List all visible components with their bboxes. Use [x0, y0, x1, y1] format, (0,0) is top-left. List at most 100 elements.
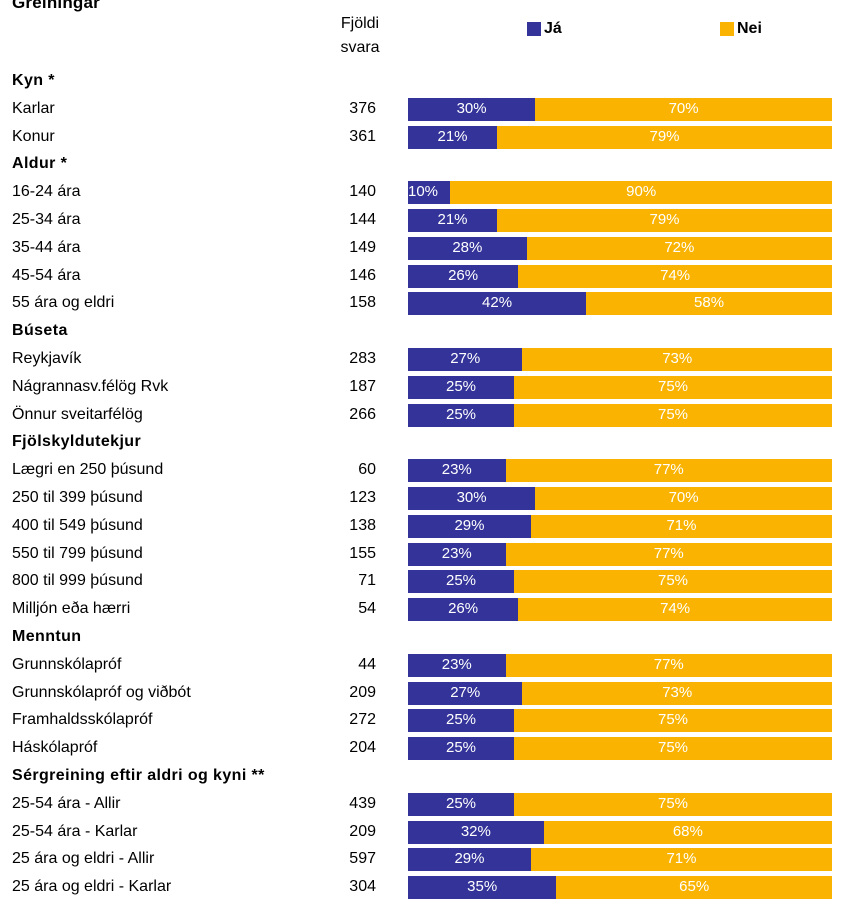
count-header-line-1: Fjöldi: [340, 15, 380, 32]
data-label-ja: 25%: [445, 572, 477, 590]
category-row: Önnur sveitarfélög 266 25% 75%: [0, 401, 864, 429]
data-label-nei: 79%: [649, 127, 680, 145]
response-count: 204: [349, 739, 376, 757]
category-row: Grunnskólapróf 44 23% 77%: [0, 651, 864, 679]
category-row: Framhaldsskólapróf 272 25% 75%: [0, 706, 864, 734]
bar-segment-ja: 23%: [408, 653, 506, 677]
data-label-ja: 35%: [467, 878, 498, 896]
category-label: Lægri en 250 þúsund: [12, 461, 164, 479]
category-label: 25 ára og eldri - Allir: [12, 850, 155, 868]
data-label-nei: 72%: [664, 238, 695, 256]
bar-segment-ja: 35%: [408, 876, 557, 900]
data-label-nei: 74%: [660, 266, 691, 284]
response-count: 266: [349, 405, 376, 423]
data-label-nei: 70%: [668, 99, 699, 117]
bar-segment-ja: 25%: [408, 570, 514, 594]
legend-item-ja: Já: [527, 19, 562, 39]
bar-segment-ja: 10%: [408, 181, 451, 205]
response-count: 140: [349, 183, 376, 201]
data-label-ja: 25%: [445, 794, 477, 812]
category-row: 250 til 399 þúsund 123 30% 70%: [0, 484, 864, 512]
bar-segment-ja: 23%: [408, 459, 506, 483]
category-row: 25 ára og eldri - Karlar 304 35% 65%: [0, 873, 864, 901]
stacked-bar: 21% 79%: [408, 125, 832, 149]
data-label-ja: 29%: [454, 516, 485, 534]
bar-segment-ja: 32%: [408, 820, 544, 844]
group-row: Fjölskyldutekjur: [0, 428, 864, 456]
data-label-nei: 75%: [657, 377, 689, 395]
data-label-ja: 23%: [441, 544, 472, 562]
response-count: 158: [349, 294, 376, 312]
category-label: Grunnskólapróf og viðbót: [12, 683, 191, 701]
stacked-bar: 28% 72%: [408, 236, 832, 260]
category-row: 550 til 799 þúsund 155 23% 77%: [0, 540, 864, 568]
bar-segment-nei: 73%: [522, 681, 832, 705]
group-heading: Fjölskyldutekjur: [12, 433, 142, 451]
bar-segment-nei: 72%: [526, 236, 832, 260]
category-row: Lægri en 250 þúsund 60 23% 77%: [0, 456, 864, 484]
bar-segment-nei: 75%: [514, 792, 832, 816]
bar-segment-nei: 75%: [514, 403, 832, 427]
category-row: Konur 361 21% 79%: [0, 123, 864, 151]
response-count: 71: [358, 572, 376, 590]
group-row: Menntun: [0, 623, 864, 651]
response-count: 272: [349, 711, 376, 729]
bar-segment-nei: 77%: [505, 653, 832, 677]
category-label: Reykjavík: [12, 350, 82, 367]
category-label: 16-24 ára: [12, 183, 81, 201]
bar-segment-nei: 75%: [514, 375, 832, 399]
data-label-nei: 71%: [666, 850, 697, 868]
stacked-bar: 26% 74%: [408, 264, 832, 288]
response-count: 155: [349, 544, 376, 562]
category-label: Háskólapróf: [12, 739, 98, 757]
data-label-nei: 73%: [662, 683, 693, 701]
bar-segment-ja: 23%: [408, 542, 506, 566]
group-row: Búseta: [0, 317, 864, 345]
stacked-bar: 10% 90%: [408, 181, 832, 205]
group-heading: Aldur *: [12, 155, 68, 173]
group-heading: Sérgreining eftir aldri og kyni **: [12, 767, 265, 784]
stacked-bar: 25% 75%: [408, 375, 832, 399]
response-count: 60: [358, 461, 376, 479]
legend-swatch-ja: [527, 22, 541, 36]
response-count: 146: [349, 266, 376, 284]
bar-segment-ja: 28%: [408, 236, 527, 260]
data-label-nei: 77%: [653, 544, 684, 562]
bar-segment-nei: 71%: [530, 848, 832, 872]
data-label-ja: 27%: [450, 683, 481, 701]
data-label-nei: 77%: [653, 655, 684, 673]
count-header-line-2: svara: [340, 39, 380, 56]
bar-segment-nei: 68%: [543, 820, 832, 844]
bar-segment-nei: 71%: [530, 514, 832, 538]
response-count: 138: [349, 516, 376, 534]
data-label-nei: 68%: [672, 822, 703, 840]
response-count: 283: [349, 350, 376, 367]
bar-segment-ja: 26%: [408, 598, 519, 622]
bar-segment-ja: 21%: [408, 125, 498, 149]
bar-segment-nei: 79%: [497, 209, 832, 232]
bar-segment-ja: 27%: [408, 681, 523, 705]
category-label: 250 til 399 þúsund: [12, 489, 143, 506]
category-row: 45-54 ára 146 26% 74%: [0, 262, 864, 290]
data-label-nei: 73%: [662, 350, 693, 367]
response-count: 597: [349, 850, 376, 868]
stacked-bar: 26% 74%: [408, 598, 832, 622]
response-count: 54: [358, 600, 376, 618]
category-row: 25 ára og eldri - Allir 597 29% 71%: [0, 845, 864, 873]
stacked-bar: 25% 75%: [408, 403, 832, 427]
legend-swatch-nei: [720, 22, 734, 36]
bar-segment-nei: 79%: [497, 125, 832, 149]
bar-segment-nei: 74%: [518, 598, 832, 622]
bar-segment-nei: 77%: [505, 459, 832, 483]
bar-segment-ja: 29%: [408, 514, 531, 538]
data-label-ja: 23%: [441, 461, 472, 479]
data-label-nei: 70%: [668, 489, 699, 506]
response-count: 44: [358, 655, 376, 673]
data-label-nei: 90%: [626, 183, 657, 201]
stacked-bar: 42% 58%: [408, 292, 832, 316]
group-row: Aldur *: [0, 150, 864, 178]
category-label: 35-44 ára: [12, 238, 81, 256]
response-count: 209: [349, 683, 376, 701]
data-label-ja: 23%: [441, 655, 472, 673]
count-column-header: Fjöldi svara: [336, 12, 384, 60]
